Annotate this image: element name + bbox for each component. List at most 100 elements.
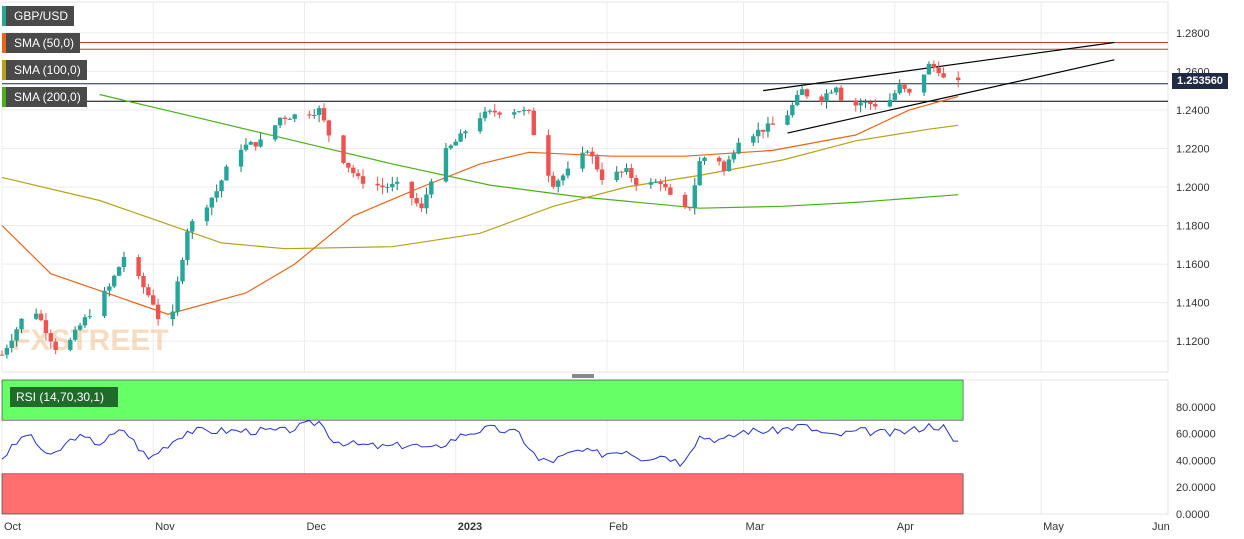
candle-body [77, 325, 83, 330]
candle-body [224, 166, 229, 181]
wedge-lower-trendline [787, 59, 1115, 134]
candle-body [4, 347, 10, 355]
candle-body [341, 135, 346, 163]
candle-body [873, 104, 878, 107]
candle-body [526, 109, 532, 111]
candle-body [116, 267, 122, 276]
price-tick-label: 1.2200 [1176, 143, 1210, 155]
price-tick-label: 1.1600 [1176, 259, 1210, 271]
candle-body [82, 317, 88, 326]
x-tick-label: 2023 [458, 521, 482, 533]
candle-body [68, 339, 73, 350]
candle-body [48, 333, 53, 342]
candle-body [429, 181, 434, 195]
candle-body [687, 207, 693, 209]
candle-body [292, 114, 297, 119]
sma100-text: SMA (100,0) [14, 63, 81, 77]
candle-body [512, 112, 517, 115]
sma50-swatch [2, 33, 6, 53]
candle-body [273, 125, 278, 140]
candle-body [185, 231, 190, 261]
sma50-line [1, 95, 959, 315]
candle-body [751, 136, 756, 143]
candle-body [477, 118, 483, 132]
candle-body [902, 84, 907, 89]
rsi-label: RSI (14,70,30,1) [10, 387, 119, 407]
sma50-text: SMA (50,0) [14, 36, 75, 50]
candle-body [307, 114, 312, 116]
candle-body [238, 149, 244, 167]
rsi-oversold-zone [1, 473, 964, 515]
candle-body [921, 74, 927, 93]
candle-body [419, 203, 424, 209]
candle-body [414, 198, 419, 204]
candle-body [458, 133, 463, 142]
candle-body [107, 286, 112, 291]
rsi-tick-label: 0.0000 [1176, 509, 1210, 521]
candle-body [546, 135, 551, 176]
candle-body [668, 187, 673, 195]
candle-body [663, 183, 668, 188]
candle-body [277, 117, 283, 126]
candle-body [863, 101, 868, 103]
sma200-text: SMA (200,0) [14, 90, 81, 104]
candle-body [785, 115, 790, 125]
sma50-label: SMA (50,0) [2, 33, 81, 53]
candle-body [692, 185, 697, 209]
sma200-line [99, 93, 959, 209]
candle-body [355, 173, 361, 177]
candle-body [795, 94, 800, 106]
candle-body [53, 341, 58, 350]
candle-body [72, 329, 78, 340]
x-tick-label: Dec [306, 521, 326, 533]
candle-body [424, 194, 429, 209]
candle-body [287, 118, 293, 120]
candle-body [385, 187, 390, 189]
candle-body [497, 112, 502, 115]
candle-body [614, 171, 619, 180]
candle-body [282, 117, 288, 119]
candle-body [834, 87, 839, 93]
candle-body [790, 105, 795, 116]
candle-body [585, 151, 590, 153]
candle-body [555, 180, 561, 187]
candle-body [394, 181, 400, 184]
candle-body [531, 110, 536, 136]
candle-body [14, 329, 19, 341]
candle-body [209, 197, 214, 208]
candle-body [253, 142, 258, 147]
candle-body [204, 207, 210, 222]
candle-body [492, 110, 497, 113]
candle-body [721, 161, 727, 172]
candle-body [151, 295, 156, 305]
candle-body [155, 304, 161, 320]
rsi-tick-label: 80.0000 [1176, 402, 1216, 414]
rsi-tick-label: 20.0000 [1176, 482, 1216, 494]
candle-body [736, 142, 741, 154]
candle-body [243, 144, 249, 150]
candle-body [560, 175, 566, 181]
last-price-tag: 1.253560 [1172, 73, 1228, 89]
candle-body [87, 316, 93, 318]
candle-body [38, 313, 44, 321]
candle-body [619, 171, 624, 173]
rsi-tick-label: 40.0000 [1176, 455, 1216, 467]
price-panel: 1.28001.26001.24001.22001.20001.18001.16… [0, 1, 1210, 533]
sma100-label: SMA (100,0) [2, 60, 87, 80]
candle-body [648, 182, 654, 185]
candle-body [829, 92, 834, 94]
candle-body [702, 157, 707, 162]
candle-body [853, 100, 858, 106]
candle-body [770, 123, 776, 125]
candle-body [624, 168, 629, 173]
candle-body [214, 191, 219, 198]
price-tick-label: 1.1200 [1176, 336, 1210, 348]
candle-body [312, 114, 317, 116]
candle-body [463, 131, 468, 134]
candle-body [634, 177, 639, 185]
candle-body [141, 275, 146, 288]
candle-body [516, 111, 522, 113]
candle-body [580, 152, 585, 169]
candle-body [599, 169, 605, 180]
candle-body [658, 181, 663, 184]
